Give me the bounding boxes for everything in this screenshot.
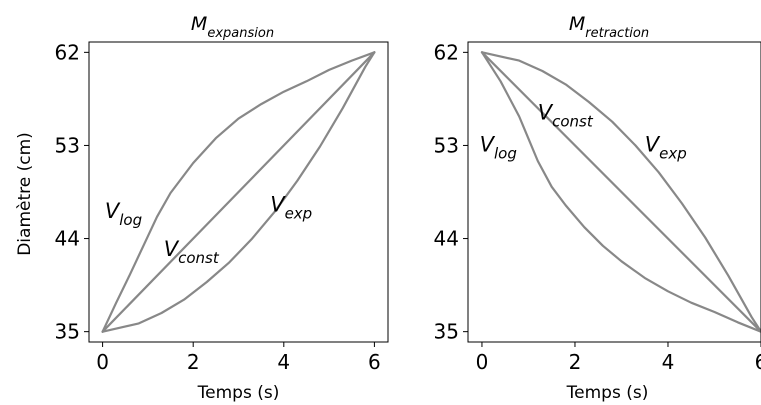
x-tick-label: 4 bbox=[662, 350, 675, 374]
y-tick-label: 62 bbox=[434, 40, 459, 64]
x-tick-label: 2 bbox=[569, 350, 582, 374]
y-tick-label: 35 bbox=[55, 320, 80, 344]
x-tick-label: 6 bbox=[368, 350, 381, 374]
x-tick-label: 6 bbox=[755, 350, 761, 374]
chart-title-subscript: retraction bbox=[585, 26, 649, 41]
chart-panel-1: 0 2 4 6 35 44 53 62 Temps (s) Diamètre (cm) Mexpan… bbox=[15, 13, 389, 403]
series-label-log-subscript: log bbox=[119, 211, 142, 229]
series-line-exp bbox=[480, 51, 761, 333]
series-label-exp-base: V bbox=[270, 193, 286, 217]
series-label-exp: Vexp bbox=[270, 193, 312, 223]
series-label-exp-subscript: exp bbox=[659, 145, 687, 163]
series-label-log-base: V bbox=[105, 199, 121, 223]
series-label-log: Vlog bbox=[480, 133, 517, 163]
series-label-const: Vconst bbox=[164, 237, 220, 267]
plot-frame bbox=[467, 41, 761, 343]
y-tick-label: 62 bbox=[55, 40, 80, 64]
series-line-exp bbox=[101, 51, 376, 333]
x-axis-label: Temps (s) bbox=[197, 383, 280, 403]
series-label-const-base: V bbox=[164, 237, 180, 261]
series-line-log bbox=[480, 51, 761, 333]
series-line-log bbox=[101, 51, 376, 333]
y-tick-label: 53 bbox=[434, 133, 459, 157]
chart-title-subscript: expansion bbox=[207, 26, 274, 41]
y-tick-label: 44 bbox=[55, 227, 80, 251]
chart-title: Mretraction bbox=[569, 13, 649, 41]
x-tick-label: 2 bbox=[187, 350, 200, 374]
chart-title-base: M bbox=[191, 13, 207, 35]
series-label-exp-base: V bbox=[645, 133, 661, 157]
chart-title: Mexpansion bbox=[191, 13, 274, 41]
x-tick-label: 0 bbox=[476, 350, 489, 374]
chart-title-base: M bbox=[569, 13, 585, 35]
x-axis-label: Temps (s) bbox=[566, 383, 649, 403]
y-tick-label: 53 bbox=[55, 133, 80, 157]
series-label-const-subscript: const bbox=[178, 249, 220, 267]
series-label-const-subscript: const bbox=[552, 113, 594, 131]
x-tick-label: 4 bbox=[277, 350, 290, 374]
series-label-const-base: V bbox=[538, 101, 554, 125]
series-label-exp-subscript: exp bbox=[285, 205, 313, 223]
plot-frame bbox=[88, 41, 389, 343]
y-axis-label: Diamètre (cm) bbox=[15, 132, 35, 256]
x-tick-label: 0 bbox=[96, 350, 109, 374]
series-line-const bbox=[101, 51, 376, 333]
series-label-const: Vconst bbox=[538, 101, 594, 131]
series-line-const bbox=[480, 51, 761, 333]
series-label-log-base: V bbox=[480, 133, 496, 157]
series-label-log: Vlog bbox=[105, 199, 142, 229]
series-label-exp: Vexp bbox=[645, 133, 687, 163]
y-tick-label: 44 bbox=[434, 227, 459, 251]
series-label-log-subscript: log bbox=[494, 145, 517, 163]
y-tick-label: 35 bbox=[434, 320, 459, 344]
